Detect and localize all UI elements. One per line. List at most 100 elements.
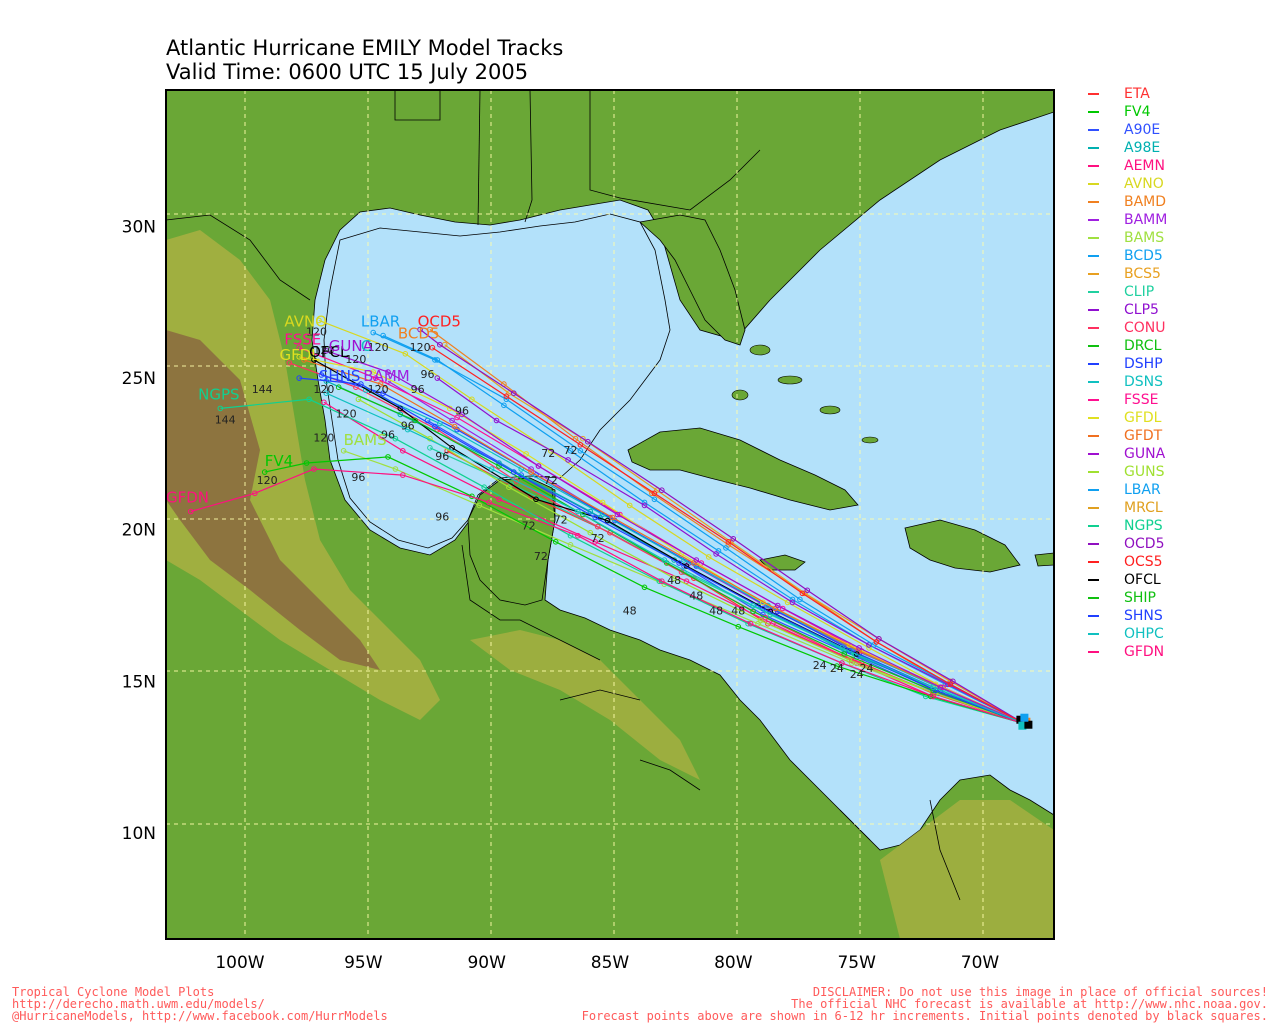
legend-label: LBAR bbox=[1124, 482, 1161, 498]
track-dshp bbox=[321, 374, 1025, 725]
footer-credit-url[interactable]: http://derecho.math.uwm.edu/models/ bbox=[12, 997, 265, 1011]
track-ship bbox=[338, 386, 1025, 725]
track-point-ocd5 bbox=[804, 587, 811, 594]
track-fv4 bbox=[264, 456, 1025, 725]
track-point-guna bbox=[856, 645, 862, 651]
forecast-hour-label: 120 bbox=[257, 474, 278, 487]
track-point-ofcl bbox=[533, 496, 539, 503]
track-point-fsse bbox=[454, 414, 460, 421]
legend-swatch bbox=[1088, 255, 1099, 257]
land-cuba bbox=[627, 427, 859, 511]
forecast-hour-label: 24 bbox=[860, 662, 874, 675]
track-label-gfdn: GFDN bbox=[166, 488, 209, 506]
country-borders bbox=[461, 544, 961, 901]
legend-label: A90E bbox=[1124, 122, 1161, 138]
forecast-hour-label: 96 bbox=[421, 368, 435, 381]
track-point-gfdn bbox=[839, 660, 845, 666]
track-point-gfdl bbox=[296, 354, 303, 360]
track-point-fv4 bbox=[385, 454, 391, 460]
track-point-ngps bbox=[392, 435, 399, 442]
track-point-bcd5 bbox=[501, 402, 507, 409]
latitude-tick-label: 15N bbox=[122, 672, 156, 692]
legend-swatch bbox=[1088, 525, 1099, 527]
track-label-ofcl: OFCL bbox=[309, 343, 349, 361]
forecast-hour-label: 48 bbox=[709, 605, 723, 618]
legend-swatch bbox=[1088, 615, 1099, 617]
legend-label: MRCL bbox=[1124, 500, 1163, 516]
track-point-gfdn bbox=[930, 693, 936, 700]
track-point-clp5 bbox=[434, 375, 441, 381]
track-point-conu bbox=[762, 614, 769, 621]
legend-swatch bbox=[1088, 651, 1099, 653]
legend-swatch bbox=[1088, 291, 1099, 293]
legend-label: DRCL bbox=[1124, 338, 1162, 354]
track-point-a98e bbox=[496, 460, 502, 466]
track-clp5 bbox=[436, 377, 1025, 725]
track-point-bams bbox=[476, 502, 483, 509]
legend-label: SHIP bbox=[1124, 590, 1156, 606]
track-label-fv4: FV4 bbox=[265, 452, 293, 470]
legend-item-shns: SHNS bbox=[1088, 607, 1268, 625]
forecast-hour-label: 48 bbox=[731, 605, 745, 618]
track-point-aemn bbox=[592, 539, 599, 545]
track-gfdt bbox=[303, 359, 1025, 725]
legend-label: CONU bbox=[1124, 320, 1166, 336]
legend-swatch bbox=[1088, 561, 1099, 563]
track-point-ocs5 bbox=[651, 490, 658, 497]
track-point-guns bbox=[757, 617, 764, 624]
legend-label: CLIP bbox=[1124, 284, 1155, 300]
legend-item-ohpc: OHPC bbox=[1088, 625, 1268, 643]
legend-swatch bbox=[1088, 579, 1099, 581]
track-point-fv4 bbox=[834, 663, 840, 669]
forecast-hour-label: 48 bbox=[689, 589, 703, 602]
longitude-tick-label: 95W bbox=[344, 953, 383, 973]
track-point-gfdn bbox=[311, 466, 317, 472]
track-point-bamm bbox=[528, 466, 534, 472]
track-point-ofcl bbox=[604, 517, 611, 524]
legend-item-guna: GUNA bbox=[1088, 445, 1268, 463]
track-point-shns bbox=[358, 381, 364, 387]
legend-item-bamd: BAMD bbox=[1088, 193, 1268, 211]
track-point-ship bbox=[750, 608, 756, 615]
track-point-ship bbox=[335, 384, 342, 391]
track-point-a98e bbox=[587, 508, 594, 515]
legend-label: DSHP bbox=[1124, 356, 1163, 372]
track-point-ship bbox=[412, 417, 418, 424]
forecast-hour-label: 120 bbox=[336, 408, 357, 421]
legend-label: GFDL bbox=[1124, 410, 1162, 426]
track-point-ocs5 bbox=[577, 442, 584, 448]
legend-item-ngps: NGPS bbox=[1088, 517, 1268, 535]
track-lbar bbox=[372, 332, 1025, 725]
forecast-hour-label: 72 bbox=[554, 514, 568, 527]
legend-swatch bbox=[1088, 489, 1099, 491]
track-point-lbar bbox=[370, 329, 377, 336]
track-point-bams bbox=[340, 448, 347, 454]
plot-frame bbox=[165, 89, 1055, 940]
legend-swatch bbox=[1088, 363, 1099, 365]
latitude-labels: 30N 25N 20N 15N 10N bbox=[122, 217, 156, 844]
legend-item-drcl: DRCL bbox=[1088, 337, 1268, 355]
track-point-fv4 bbox=[735, 623, 742, 630]
track-point-gfdt bbox=[377, 381, 384, 387]
track-point-ngps bbox=[481, 484, 488, 491]
footer-credit-social[interactable]: @HurricaneModels, http://www.facebook.co… bbox=[12, 1009, 388, 1023]
legend-swatch bbox=[1088, 327, 1099, 329]
track-point-bcs5 bbox=[580, 435, 586, 442]
longitude-labels: 100W 95W 90W 85W 80W 75W 70W bbox=[215, 953, 999, 973]
legend-item-ocs5: OCS5 bbox=[1088, 553, 1268, 571]
track-point-ship bbox=[841, 651, 848, 657]
track-point-gfdl bbox=[523, 451, 529, 457]
track-point-bcd5 bbox=[567, 448, 574, 454]
track-point-gfdn bbox=[747, 620, 754, 627]
legend-item-ocd5: OCD5 bbox=[1088, 535, 1268, 553]
forecast-hour-label: 72 bbox=[541, 447, 555, 460]
track-point-shns bbox=[846, 648, 853, 654]
track-point-ocs5 bbox=[503, 393, 510, 400]
legend-swatch bbox=[1088, 111, 1099, 113]
track-point-conu bbox=[594, 523, 601, 530]
track-point-fsse bbox=[779, 605, 786, 612]
longitude-tick-label: 90W bbox=[467, 953, 506, 973]
legend-item-guns: GUNS bbox=[1088, 463, 1268, 481]
legend-item-gfdn: GFDN bbox=[1088, 643, 1268, 661]
